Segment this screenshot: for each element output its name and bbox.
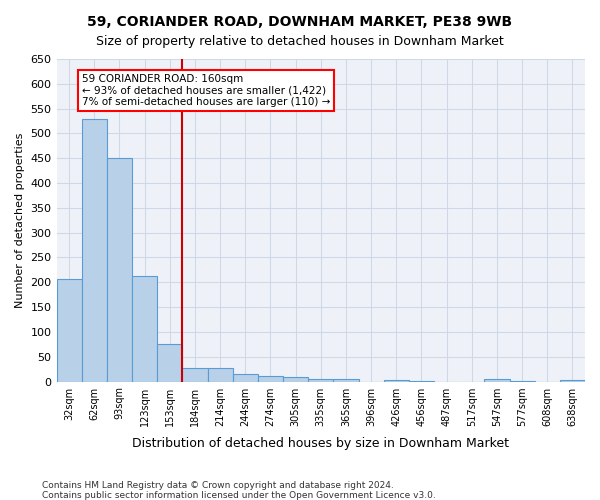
Bar bbox=[484, 379, 509, 382]
Bar bbox=[56, 279, 82, 382]
Bar bbox=[107, 158, 132, 382]
Text: 59, CORIANDER ROAD, DOWNHAM MARKET, PE38 9WB: 59, CORIANDER ROAD, DOWNHAM MARKET, PE38… bbox=[88, 15, 512, 29]
Bar bbox=[157, 344, 182, 382]
Text: Contains HM Land Registry data © Crown copyright and database right 2024.: Contains HM Land Registry data © Crown c… bbox=[42, 481, 394, 490]
Bar bbox=[132, 276, 157, 382]
Text: Contains public sector information licensed under the Open Government Licence v3: Contains public sector information licen… bbox=[42, 491, 436, 500]
Bar bbox=[258, 376, 283, 382]
Bar bbox=[233, 374, 258, 382]
Bar bbox=[334, 379, 359, 382]
Bar bbox=[82, 118, 107, 382]
Bar bbox=[560, 380, 585, 382]
Bar bbox=[383, 380, 409, 382]
Text: 59 CORIANDER ROAD: 160sqm
← 93% of detached houses are smaller (1,422)
7% of sem: 59 CORIANDER ROAD: 160sqm ← 93% of detac… bbox=[82, 74, 330, 107]
Y-axis label: Number of detached properties: Number of detached properties bbox=[15, 132, 25, 308]
Bar bbox=[283, 377, 308, 382]
Bar bbox=[208, 368, 233, 382]
Bar bbox=[182, 368, 208, 382]
X-axis label: Distribution of detached houses by size in Downham Market: Distribution of detached houses by size … bbox=[132, 437, 509, 450]
Text: Size of property relative to detached houses in Downham Market: Size of property relative to detached ho… bbox=[96, 35, 504, 48]
Bar bbox=[308, 379, 334, 382]
